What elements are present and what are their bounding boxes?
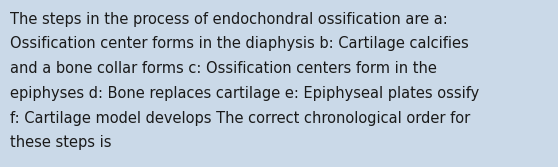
Text: these steps is: these steps is <box>10 135 112 150</box>
Text: The steps in the process of endochondral ossification are a:: The steps in the process of endochondral… <box>10 12 448 27</box>
Text: and a bone collar forms c: Ossification centers form in the: and a bone collar forms c: Ossification … <box>10 61 437 76</box>
Text: f: Cartilage model develops The correct chronological order for: f: Cartilage model develops The correct … <box>10 111 470 126</box>
Text: Ossification center forms in the diaphysis b: Cartilage calcifies: Ossification center forms in the diaphys… <box>10 36 469 51</box>
Text: epiphyses d: Bone replaces cartilage e: Epiphyseal plates ossify: epiphyses d: Bone replaces cartilage e: … <box>10 86 479 101</box>
